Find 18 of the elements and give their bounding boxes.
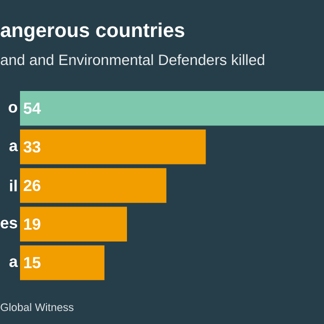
chart-title: angerous countries xyxy=(0,22,184,42)
data-label: 33 xyxy=(24,141,40,153)
chart-subtitle: and and Environmental Defenders killed xyxy=(0,54,264,66)
bar xyxy=(20,245,104,280)
y-tick-label: o xyxy=(8,104,18,113)
y-tick-label: es xyxy=(0,220,18,228)
bar xyxy=(20,90,324,126)
data-label: 15 xyxy=(24,257,40,268)
text: Global Witness xyxy=(0,303,74,312)
bar xyxy=(20,130,206,164)
y-tick-label: a xyxy=(9,258,18,268)
y-tick-label: il xyxy=(10,180,17,192)
data-label: 26 xyxy=(24,180,40,192)
bar xyxy=(20,168,166,203)
y-tick-label: a xyxy=(9,142,18,152)
data-label: 19 xyxy=(24,218,40,230)
data-label: 54 xyxy=(24,102,41,114)
bar xyxy=(20,206,127,242)
